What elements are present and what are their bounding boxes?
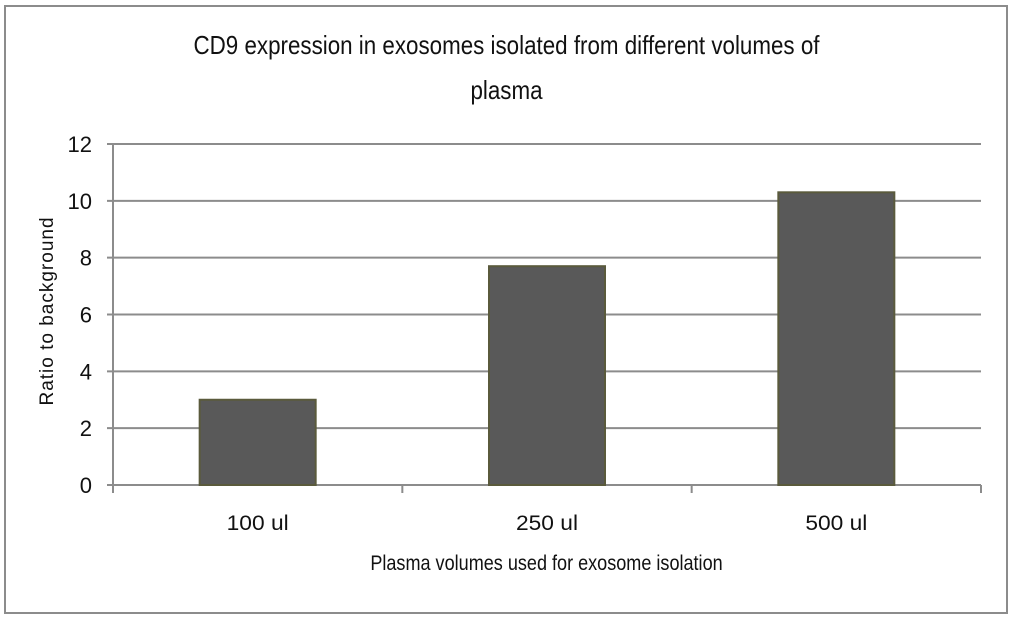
bar-250-ul <box>488 265 606 487</box>
bar-100-ul <box>198 398 317 486</box>
y-tick-label: 4 <box>80 359 92 384</box>
chart-title-line-2: plasma <box>470 75 543 105</box>
y-tick-label: 12 <box>68 132 92 157</box>
y-tick-label: 10 <box>68 189 92 214</box>
bar-500-ul <box>777 191 896 487</box>
y-tick-label: 8 <box>80 246 92 271</box>
x-axis-label: Plasma volumes used for exosome isolatio… <box>370 552 723 575</box>
x-tick-label: 100 ul <box>227 512 289 535</box>
x-tick-label: 500 ul <box>805 512 867 535</box>
x-tick-label: 250 ul <box>516 512 578 535</box>
y-tick-label: 2 <box>80 416 92 441</box>
y-tick-label: 6 <box>80 303 92 328</box>
y-tick-label: 0 <box>80 473 92 498</box>
chart-title-line-1: CD9 expression in exosomes isolated from… <box>193 30 820 60</box>
